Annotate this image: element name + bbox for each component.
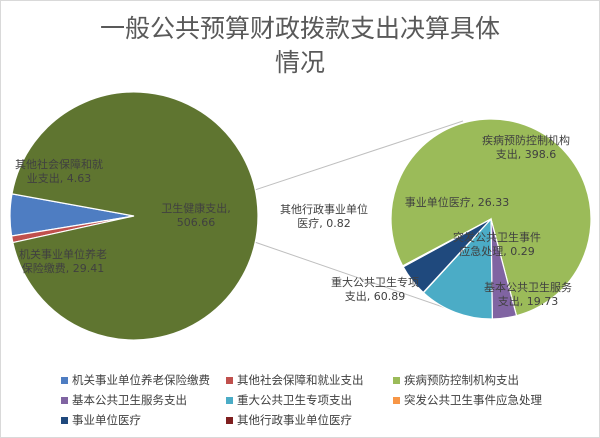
- legend-item: 其他社会保障和就业支出: [226, 370, 393, 390]
- connector-lines: [251, 120, 470, 317]
- legend-swatch: [393, 396, 400, 404]
- legend-swatch: [226, 416, 233, 424]
- legend-item: 事业单位医疗: [61, 410, 226, 430]
- legend-label: 其他行政事业单位医疗: [237, 413, 352, 427]
- legend-label: 基本公共卫生服务支出: [72, 393, 187, 407]
- legend-swatch: [393, 376, 400, 384]
- legend-swatch: [226, 376, 233, 384]
- secondary-pie: [390, 118, 592, 320]
- secondary-slice-label-0: 疾病预防控制机构支出, 398.6: [482, 133, 570, 161]
- legend-label: 其他社会保障和就业支出: [237, 373, 364, 387]
- secondary-slice-label-5: 其他行政事业单位医疗, 0.82: [280, 202, 368, 230]
- legend-label: 机关事业单位养老保险缴费: [72, 373, 210, 387]
- legend-swatch: [61, 416, 68, 424]
- legend-label: 疾病预防控制机构支出: [404, 373, 519, 387]
- legend-row-2: 基本公共卫生服务支出 重大公共卫生专项支出 突发公共卫生事件应急处理: [61, 390, 581, 410]
- legend-swatch: [61, 376, 68, 384]
- legend-row-3: 事业单位医疗 其他行政事业单位医疗: [61, 410, 581, 430]
- secondary-slice-0: [390, 118, 592, 317]
- secondary-slice-label-3: 突发公共卫生事件应急处理, 0.29: [453, 230, 541, 258]
- legend-item: 其他行政事业单位医疗: [226, 410, 393, 430]
- data-labels: 机关事业单位养老保险缴费, 29.41 其他社会保障和就业支出, 4.63 卫生健康…: [15, 133, 572, 308]
- legend-swatch: [61, 396, 68, 404]
- legend-row-1: 机关事业单位养老保险缴费 其他社会保障和就业支出 疾病预防控制机构支出: [61, 370, 581, 390]
- legend-item: 基本公共卫生服务支出: [61, 390, 226, 410]
- legend: 机关事业单位养老保险缴费 其他社会保障和就业支出 疾病预防控制机构支出 基本公共…: [61, 370, 581, 430]
- chart-title-line-1: 一般公共预算财政拨款支出决算具体: [100, 14, 500, 43]
- legend-item: 疾病预防控制机构支出: [393, 370, 581, 390]
- main-slice-2: [11, 91, 259, 341]
- main-slice-label-2: 卫生健康支出, 506.66: [161, 201, 231, 229]
- secondary-slice-label-4: 事业单位医疗, 26.33: [405, 195, 509, 209]
- chart-title-line-2: 情况: [275, 48, 325, 77]
- secondary-slice-5: [401, 218, 492, 268]
- connector-line-bottom: [251, 240, 470, 317]
- legend-item: 重大公共卫生专项支出: [226, 390, 393, 410]
- legend-item: 突发公共卫生事件应急处理: [393, 390, 581, 410]
- legend-item: 机关事业单位养老保险缴费: [61, 370, 226, 390]
- secondary-slice-label-2: 重大公共卫生专项支出, 60.89: [331, 275, 419, 303]
- pie-of-pie-chart: 一般公共预算财政拨款支出决算具体 情况 机关事业单位养老保险缴费, 29.41 其…: [9, 14, 592, 341]
- legend-label: 突发公共卫生事件应急处理: [404, 393, 542, 407]
- legend-swatch: [226, 396, 233, 404]
- connector-line-top: [251, 120, 464, 192]
- main-slice-label-0: 机关事业单位养老保险缴费, 29.41: [19, 247, 107, 275]
- main-pie: [9, 91, 259, 341]
- secondary-slice-label-1: 基本公共卫生服务支出, 19.73: [484, 280, 572, 308]
- legend-label: 重大公共卫生专项支出: [237, 393, 352, 407]
- legend-label: 事业单位医疗: [72, 413, 141, 427]
- secondary-slice-2: [422, 217, 493, 320]
- main-slice-label-1: 其他社会保障和就业支出, 4.63: [15, 157, 103, 185]
